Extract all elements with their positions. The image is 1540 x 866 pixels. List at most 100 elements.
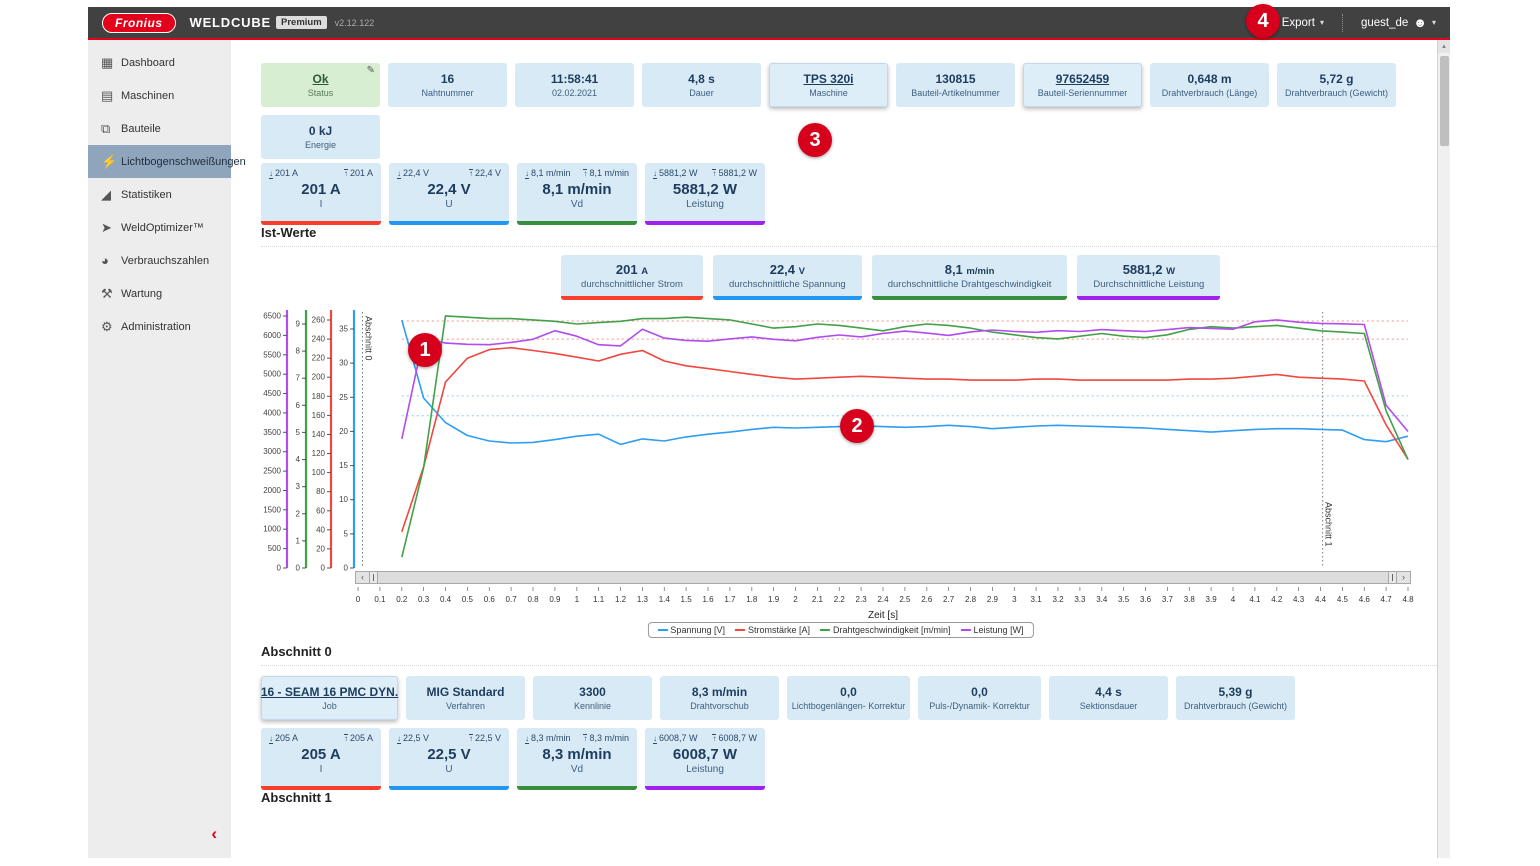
divider	[261, 665, 1437, 666]
sidebar-item-label: Lichtbogenschweißungen	[121, 155, 246, 168]
sidebar-item[interactable]: ▦ Dashboard	[88, 46, 231, 79]
svg-text:3.6: 3.6	[1140, 595, 1152, 604]
averages-row: 201 A durchschnittlicher Strom 22,4 V du…	[561, 255, 1437, 300]
legend-label: Drahtgeschwindigkeit [m/min]	[832, 625, 951, 635]
average-label: Durchschnittliche Leistung	[1093, 279, 1205, 290]
page-scrollbar-thumb[interactable]	[1439, 56, 1449, 146]
card-label: Drahtvorschub	[690, 701, 749, 711]
legend-label: Spannung [V]	[670, 625, 725, 635]
svg-text:2: 2	[793, 595, 798, 604]
color-bar	[517, 221, 637, 225]
sidebar-collapse-button[interactable]: ‹	[211, 824, 217, 843]
color-bar	[261, 786, 381, 790]
page-scrollbar[interactable]: ▴	[1437, 40, 1450, 858]
legend-item[interactable]: Stromstärke [A]	[734, 625, 810, 635]
svg-text:3500: 3500	[263, 428, 281, 437]
svg-text:120: 120	[312, 449, 326, 458]
min-icon: ↓	[653, 734, 657, 744]
product-name: WELDCUBE	[189, 15, 272, 30]
svg-text:260: 260	[312, 316, 326, 325]
range-handle-left[interactable]	[370, 572, 378, 583]
sidebar-item-label: Statistiken	[121, 188, 172, 201]
sidebar: ▦ Dashboard ▤ Maschinen ⧉ Bauteile ⚡ Lic…	[88, 40, 246, 858]
sidebar-item[interactable]: ⚡ Lichtbogenschweißungen	[88, 145, 246, 178]
average-label: durchschnittlicher Strom	[581, 279, 683, 290]
range-handle-right[interactable]	[1388, 572, 1396, 583]
sidebar-item-label: Dashboard	[121, 56, 175, 69]
average-unit: V	[798, 266, 805, 277]
svg-text:0.6: 0.6	[484, 595, 496, 604]
scroll-right-button[interactable]: ›	[1396, 572, 1410, 583]
card-value: 8,3 m/min	[691, 685, 748, 699]
card-value: 5,72 g	[1319, 72, 1354, 86]
legend-item[interactable]: Spannung [V]	[657, 625, 725, 635]
color-bar	[561, 296, 703, 300]
legend-item[interactable]: Drahtgeschwindigkeit [m/min]	[819, 625, 951, 635]
app-version: v2.12.122	[334, 17, 375, 28]
min-value: ↓ 8,3 m/min	[525, 733, 571, 744]
scrollbar-thumb[interactable]	[378, 572, 1388, 583]
edit-icon[interactable]: ✎	[366, 65, 375, 76]
max-value: ↑ 205 A	[343, 733, 373, 743]
measurement-label: U	[445, 764, 453, 775]
card-value: 16 - SEAM 16 PMC DYN.	[260, 685, 399, 699]
svg-text:40: 40	[316, 525, 325, 534]
average-value: 8,1 m/min	[944, 262, 995, 277]
sidebar-item[interactable]: ➤ WeldOptimizer™	[88, 211, 231, 244]
sidebar-item[interactable]: ⚙ Administration	[88, 310, 231, 343]
svg-text:1000: 1000	[263, 525, 281, 534]
svg-text:3.4: 3.4	[1096, 595, 1108, 604]
svg-text:2.2: 2.2	[834, 595, 846, 604]
info-card[interactable]: ✎ 97652459 Bauteil-Seriennummer	[1023, 63, 1142, 107]
info-card[interactable]: ✎ Ok Status	[261, 63, 380, 107]
card-value: 130815	[935, 72, 976, 86]
max-icon: ↑	[343, 169, 348, 178]
sidebar-item-label: Administration	[121, 320, 191, 333]
card-label: Maschine	[809, 88, 848, 98]
header-divider	[1341, 13, 1343, 32]
card-value: 97652459	[1055, 72, 1110, 86]
card-label: Nahtnummer	[421, 88, 474, 98]
svg-text:500: 500	[268, 544, 282, 553]
minmax-row: ↓ 201 A ↑ 201 A	[261, 163, 381, 179]
chevron-down-icon: ▾	[1431, 18, 1436, 27]
svg-text:1.1: 1.1	[593, 595, 605, 604]
sidebar-item[interactable]: ▤ Maschinen	[88, 79, 231, 112]
svg-text:5000: 5000	[263, 370, 281, 379]
svg-text:35: 35	[339, 325, 348, 334]
callout-4: 4	[1246, 4, 1280, 38]
info-card[interactable]: ✎ TPS 320i Maschine	[769, 63, 888, 107]
components-icon: ⧉	[101, 120, 111, 136]
measurement-label: I	[319, 199, 323, 210]
scroll-left-button[interactable]: ‹	[356, 572, 370, 583]
card-value: TPS 320i	[803, 72, 854, 86]
chart-area: Abschnitt 0 Abschnitt 1 0 500 1000 1500 2000 25…	[261, 306, 1420, 644]
export-label: Export	[1281, 16, 1315, 29]
sidebar-item[interactable]: ⧉ Bauteile	[88, 112, 231, 145]
user-menu[interactable]: guest_de ☻ ▾	[1361, 15, 1436, 30]
scroll-up-icon[interactable]: ▴	[1438, 40, 1450, 53]
sidebar-item[interactable]: ◕ Verbrauchszahlen	[88, 244, 231, 277]
measurement-value: 22,5 V	[427, 746, 471, 763]
sidebar-item[interactable]: ◢ Statistiken	[88, 178, 231, 211]
sidebar-item-label: Wartung	[121, 287, 163, 300]
energy-row: 0 kJ Energie	[261, 115, 1437, 159]
svg-text:2.1: 2.1	[812, 595, 824, 604]
average-card: 5881,2 W Durchschnittliche Leistung	[1077, 255, 1221, 300]
card-value: 0,0	[840, 685, 857, 699]
card-label: Drahtverbrauch (Länge)	[1161, 88, 1258, 98]
card-value: 4,4 s	[1095, 685, 1122, 699]
svg-text:0: 0	[321, 564, 326, 573]
export-menu[interactable]: Export ▾	[1282, 17, 1324, 29]
average-unit: W	[1166, 266, 1176, 277]
legend-item[interactable]: Leistung [W]	[960, 625, 1024, 635]
min-icon: ↓	[269, 734, 273, 744]
svg-text:3.3: 3.3	[1074, 595, 1086, 604]
info-card[interactable]: ✎ 16 - SEAM 16 PMC DYN. Job	[261, 676, 398, 720]
average-card: 201 A durchschnittlicher Strom	[561, 255, 703, 300]
measurement-card: ↓ 22,5 V ↑ 22,5 V 22,5 V U	[389, 728, 509, 790]
sidebar-item[interactable]: ⚒ Wartung	[88, 277, 231, 310]
svg-text:25: 25	[339, 393, 348, 402]
chart-scrollbar[interactable]: ‹ ›	[355, 571, 1411, 584]
max-value: ↑ 5881,2 W	[712, 168, 757, 178]
